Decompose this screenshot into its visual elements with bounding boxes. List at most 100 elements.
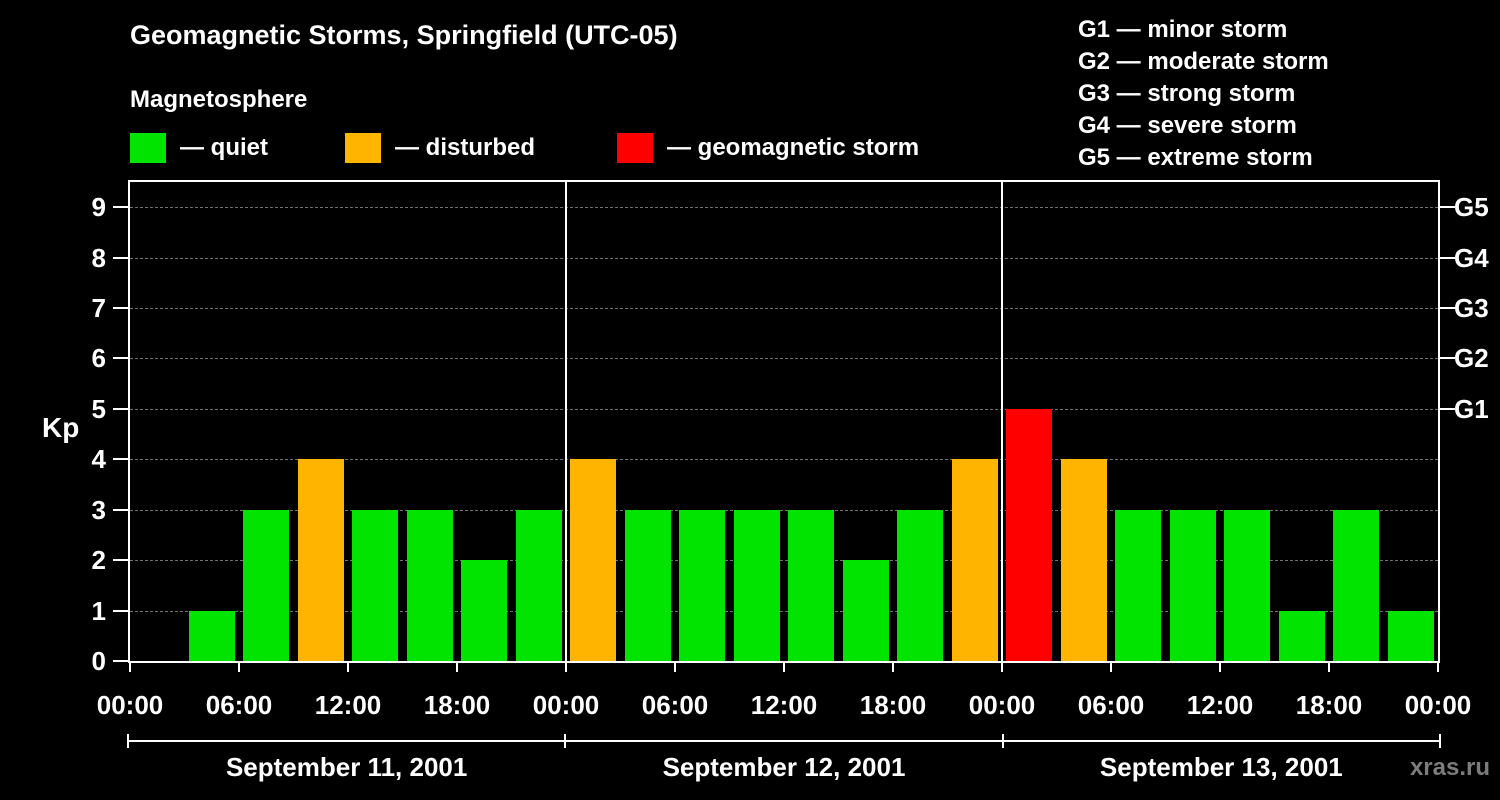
kp-bar (352, 509, 399, 661)
y-axis-label: 3 (91, 494, 106, 525)
g-axis-tick (1440, 407, 1455, 410)
y-axis-title: Kp (42, 412, 80, 443)
y-axis-label: 9 (91, 192, 106, 223)
x-axis-tick (1328, 663, 1330, 672)
x-axis-label: 00:00 (1404, 690, 1472, 720)
kp-bar (1006, 408, 1053, 661)
y-axis-label: 1 (91, 595, 106, 626)
y-axis-tick (113, 307, 128, 310)
kp-bar (1387, 610, 1434, 661)
kp-bar (243, 509, 290, 661)
storm-scale-legend-item: G5 — extreme storm (1078, 144, 1313, 171)
g-scale-label: G2 (1454, 343, 1489, 374)
kp-bar (570, 459, 617, 661)
x-axis-label: 00:00 (96, 690, 164, 720)
date-axis-line (128, 740, 1440, 742)
gridline-kp-5 (130, 408, 1438, 410)
gridline-kp-1 (130, 610, 1438, 612)
legend-label: — geomagnetic storm (667, 134, 920, 161)
gridline-kp-4 (130, 459, 1438, 461)
x-axis-label: 06:00 (205, 690, 273, 720)
x-axis-tick (1437, 663, 1439, 672)
y-axis-label: 5 (91, 393, 106, 424)
kp-bar (1060, 459, 1107, 661)
kp-bar (788, 509, 835, 661)
day-divider (1001, 182, 1003, 661)
y-axis-label: 2 (91, 545, 106, 576)
x-axis-tick (238, 663, 240, 672)
gridline-kp-2 (130, 560, 1438, 562)
kp-bar (461, 560, 508, 661)
g-scale-label: G3 (1454, 293, 1489, 324)
x-axis-tick (1110, 663, 1112, 672)
x-axis-tick (129, 663, 131, 672)
y-axis-tick (113, 206, 128, 209)
y-axis-label: 0 (91, 646, 106, 676)
x-axis-label: 12:00 (750, 690, 818, 720)
y-axis-label: 7 (91, 293, 106, 324)
kp-bar (951, 459, 998, 661)
legend-item-disturbed: — disturbed (345, 132, 535, 164)
x-axis-label: 12:00 (314, 690, 382, 720)
y-axis-label: 8 (91, 242, 106, 273)
plot-area (128, 180, 1440, 663)
x-axis-tick (783, 663, 785, 672)
g-axis-tick (1440, 307, 1455, 310)
x-axis-label: 18:00 (423, 690, 491, 720)
x-axis-tick (1219, 663, 1221, 672)
gridline-kp-8 (130, 257, 1438, 259)
gridline-kp-7 (130, 308, 1438, 310)
kp-bar (679, 509, 726, 661)
x-axis-tick (456, 663, 458, 672)
date-label: September 12, 2001 (662, 752, 906, 782)
y-axis-tick (113, 609, 128, 612)
legend-color-swatch (617, 133, 653, 163)
x-axis-label: 12:00 (1186, 690, 1254, 720)
storm-scale-legend-item: G4 — severe storm (1078, 112, 1297, 139)
legend-color-swatch (130, 133, 166, 163)
kp-bar (1224, 509, 1271, 661)
g-scale-label: G1 (1454, 393, 1489, 424)
g-scale-label: G4 (1454, 242, 1489, 273)
legend-label: — disturbed (395, 134, 536, 161)
x-axis-label: 18:00 (859, 690, 927, 720)
x-axis-tick (565, 663, 567, 672)
kp-bar (515, 509, 562, 661)
gridline-kp-3 (130, 509, 1438, 511)
legend-label: — quiet (180, 134, 268, 161)
y-axis-tick (113, 458, 128, 461)
g-axis-tick (1440, 357, 1455, 360)
watermark: xras.ru (1409, 754, 1490, 781)
kp-bar (624, 509, 671, 661)
storm-scale-legend-item: G1 — minor storm (1078, 16, 1288, 43)
y-axis-label: 4 (91, 444, 106, 475)
kp-bar (1115, 509, 1162, 661)
x-axis-label: 06:00 (641, 690, 709, 720)
kp-bar (897, 509, 944, 661)
y-axis-label: 6 (91, 343, 106, 374)
g-axis-tick (1440, 206, 1455, 209)
legend-item-quiet: — quiet (130, 132, 268, 164)
kp-bar (297, 459, 344, 661)
date-axis-tick (127, 734, 129, 748)
kp-bar (406, 509, 453, 661)
x-axis-label: 06:00 (1077, 690, 1145, 720)
date-axis-tick (564, 734, 567, 748)
kp-bar (188, 610, 235, 661)
legend-color-swatch (345, 133, 381, 163)
legend-item-storm: — geomagnetic storm (617, 132, 919, 164)
chart-title: Geomagnetic Storms, Springfield (UTC-05) (130, 20, 678, 50)
y-axis-tick (113, 508, 128, 511)
kp-bar (1278, 610, 1325, 661)
gridline-kp-9 (130, 207, 1438, 209)
storm-scale-legend-item: G3 — strong storm (1078, 80, 1296, 107)
y-axis-tick (113, 407, 128, 410)
day-divider (565, 182, 567, 661)
gridline-kp-6 (130, 358, 1438, 360)
x-axis-label: 00:00 (532, 690, 600, 720)
x-axis-label: 18:00 (1295, 690, 1363, 720)
kp-bar (1169, 509, 1216, 661)
storm-scale-legend: G1 — minor storm G2 — moderate storm G3 — … (1078, 14, 1329, 174)
date-axis-tick (1001, 734, 1004, 748)
